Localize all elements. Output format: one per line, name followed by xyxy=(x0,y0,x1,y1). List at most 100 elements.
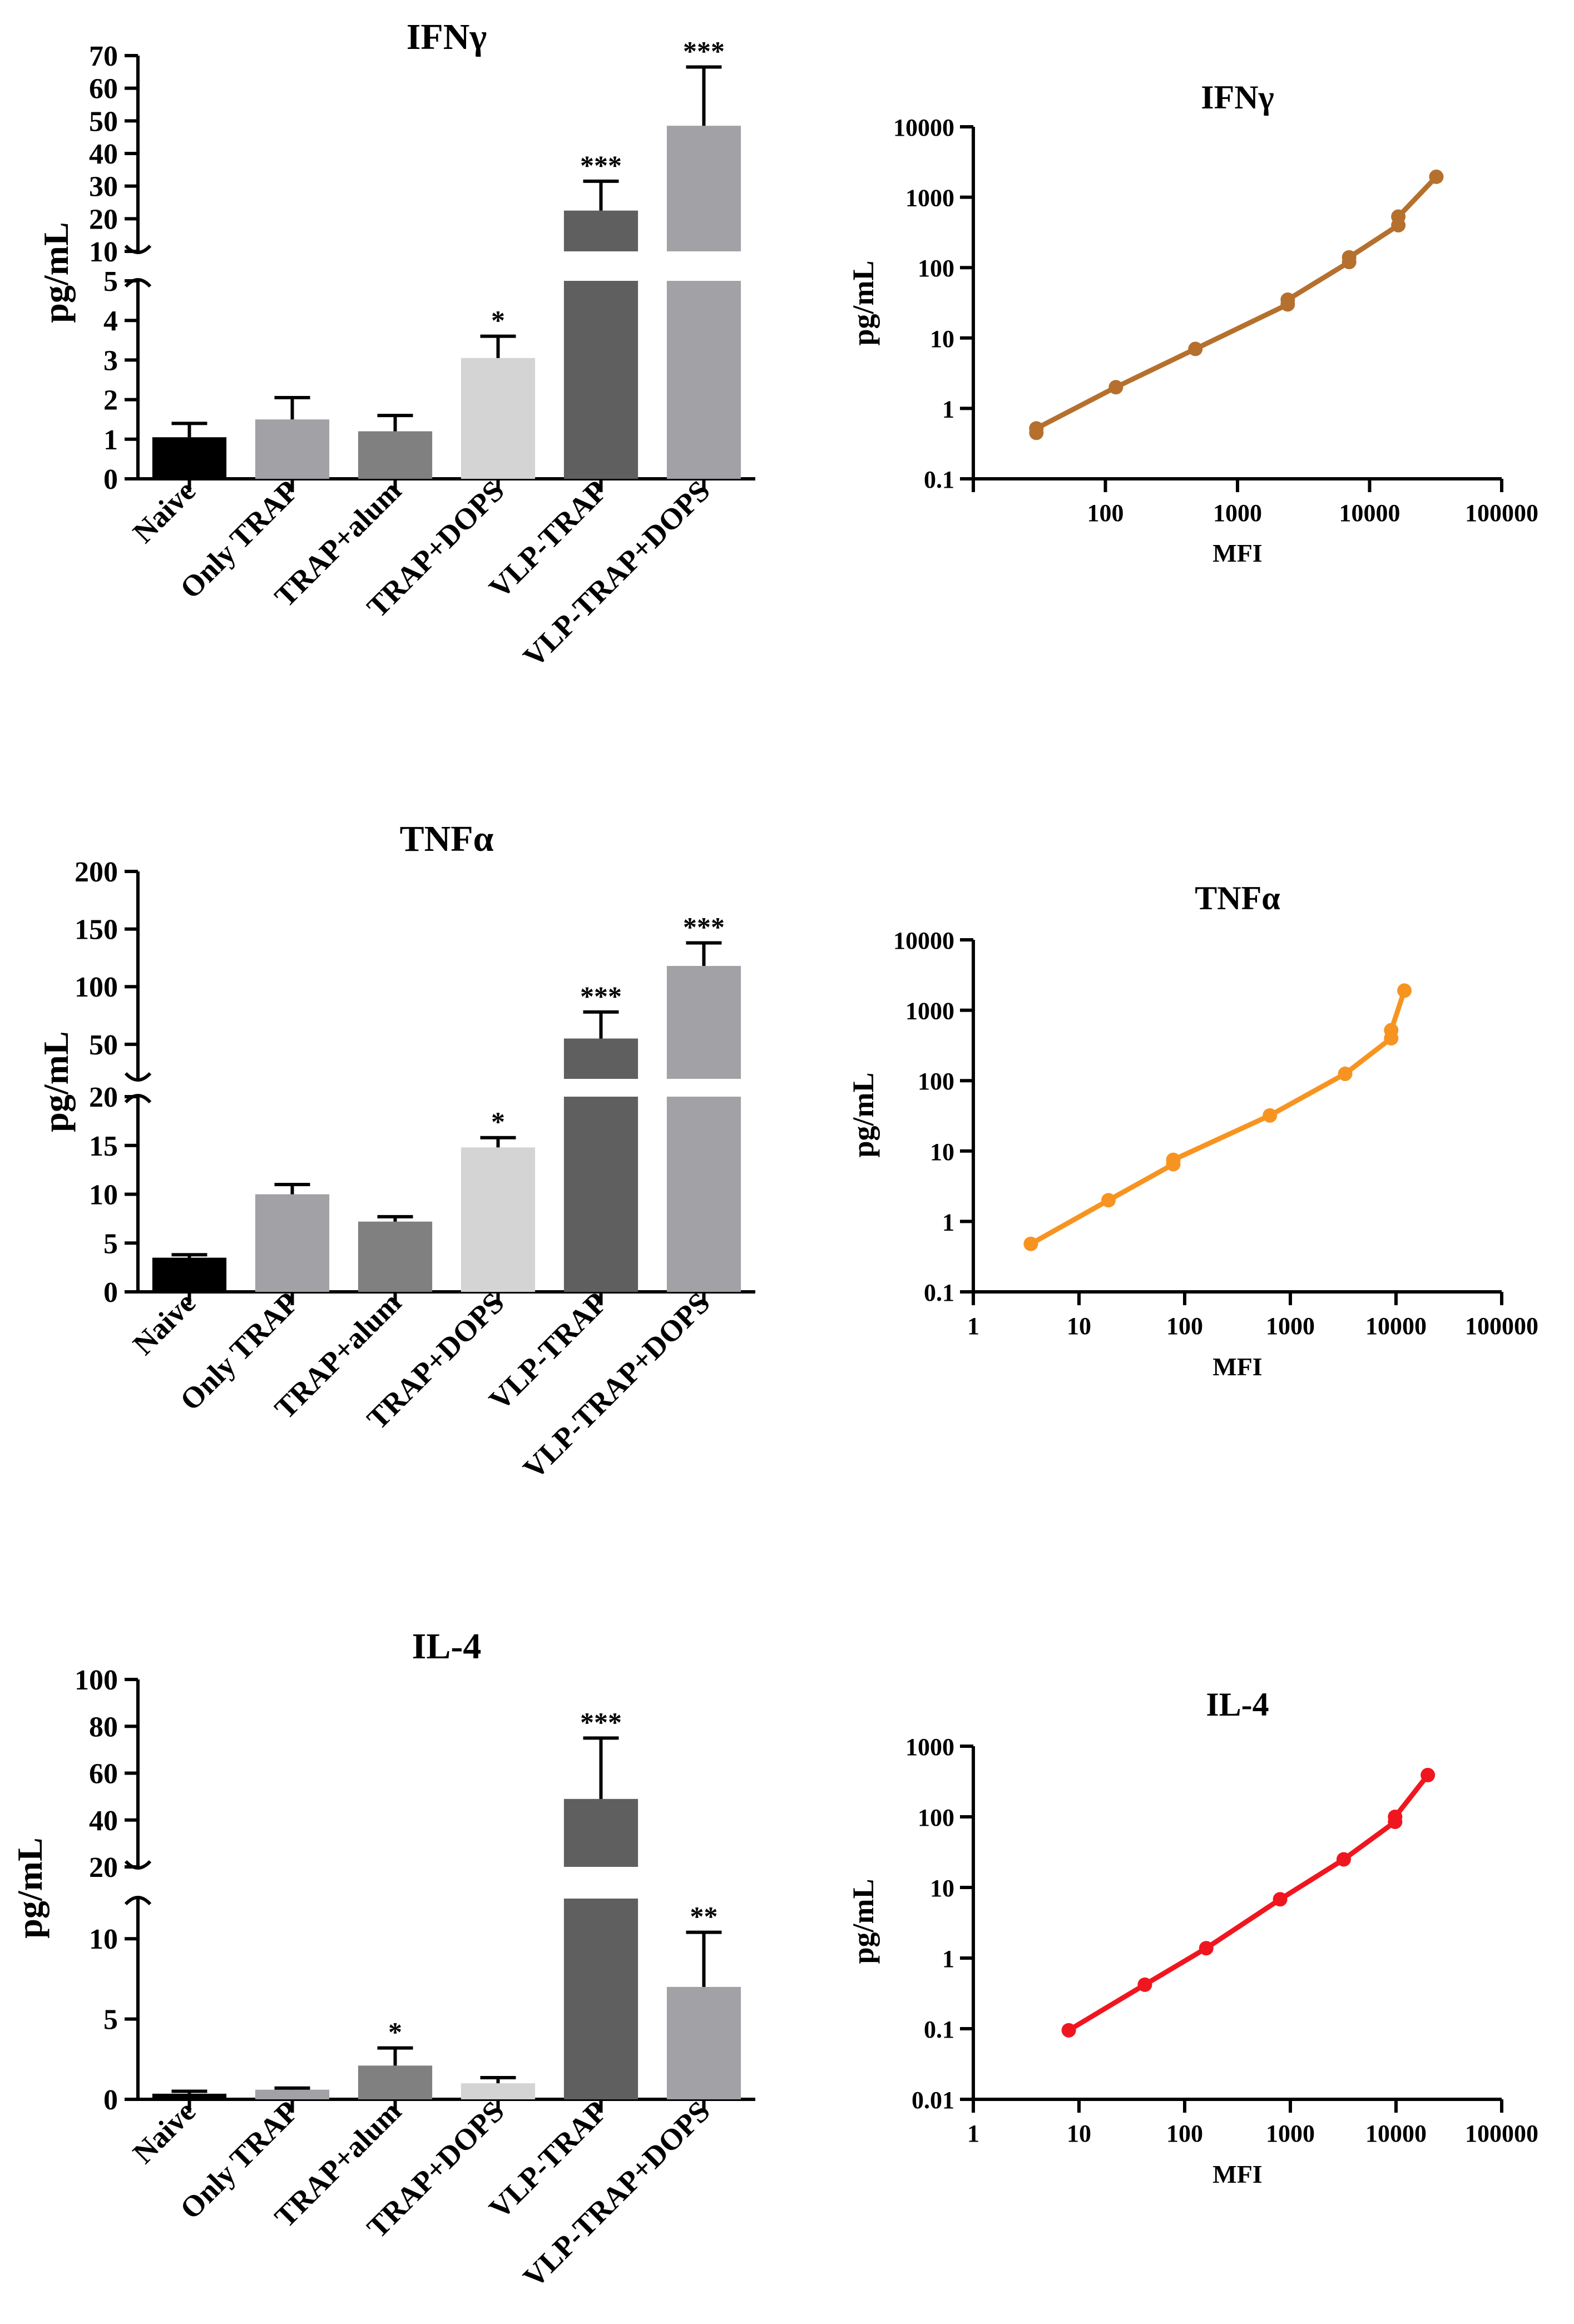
significance-label: * xyxy=(491,305,505,336)
series-line xyxy=(1029,989,1407,1246)
x-axis-label: MFI xyxy=(1212,1352,1262,1381)
x-tick-label: 100000 xyxy=(1465,1312,1538,1340)
y-tick-label: 0.1 xyxy=(924,466,954,493)
x-tick-label: VLP-TRAP+DOPS xyxy=(517,474,716,673)
bar-group xyxy=(255,396,330,479)
y-tick-label: 40 xyxy=(89,138,118,170)
x-axis-label: MFI xyxy=(1212,539,1262,567)
y-tick-label: 200 xyxy=(75,856,118,888)
bar xyxy=(461,358,536,479)
bar xyxy=(666,1986,741,2099)
bar xyxy=(563,1798,638,1867)
bar-group: *** xyxy=(666,36,741,479)
bar-group xyxy=(152,1253,227,1292)
data-point xyxy=(1429,169,1444,184)
y-tick-label: 10 xyxy=(930,1138,954,1166)
y-tick-label: 1 xyxy=(942,1208,954,1236)
y-axis-label: pg/mL xyxy=(36,1031,76,1132)
bar xyxy=(255,2089,330,2099)
bar-group: * xyxy=(461,1106,536,1292)
bar xyxy=(563,210,638,251)
x-axis-label: MFI xyxy=(1212,2160,1262,2188)
chart-title: IFNγ xyxy=(407,17,487,57)
y-tick-label: 150 xyxy=(75,914,118,946)
data-point xyxy=(1273,1892,1288,1907)
data-point xyxy=(1384,1023,1399,1038)
y-tick-label: 100 xyxy=(75,972,118,1003)
bar xyxy=(358,431,433,479)
data-point xyxy=(1023,1236,1038,1251)
y-axis-label: pg/mL xyxy=(10,1837,50,1938)
bar-group xyxy=(152,2089,227,2099)
y-tick-label: 0.1 xyxy=(924,1279,954,1306)
x-tick-label: 100000 xyxy=(1465,499,1538,527)
bar xyxy=(563,1038,638,1079)
bar xyxy=(358,2065,433,2099)
x-tick-label: 10000 xyxy=(1365,2120,1427,2147)
significance-label: ** xyxy=(690,1901,718,1932)
y-tick-label: 50 xyxy=(89,1029,118,1061)
bar-group xyxy=(358,414,433,479)
chart-title: IL-4 xyxy=(412,1626,482,1667)
axis-break-mark xyxy=(124,1072,152,1082)
y-tick-label: 50 xyxy=(89,106,118,137)
chart-title: IL-4 xyxy=(1206,1686,1269,1723)
y-tick-label: 10 xyxy=(930,325,954,353)
x-tick-label: 1 xyxy=(967,1312,979,1340)
significance-label: *** xyxy=(683,36,725,67)
data-point xyxy=(1108,380,1123,395)
x-tick-label: 10 xyxy=(1067,1312,1091,1340)
y-tick-label: 20 xyxy=(89,1852,118,1884)
bar xyxy=(255,1194,330,1292)
x-tick-label: 1000 xyxy=(1266,1312,1315,1340)
significance-label: *** xyxy=(580,1706,622,1737)
x-tick-label: 100 xyxy=(1166,1312,1203,1340)
bar xyxy=(563,281,638,479)
y-tick-label: 1 xyxy=(103,424,118,456)
tnfa-curve-chart: TNFα MFI pg/mL 0.1 1 10 100 1000 10000 1 10 100 1000… xyxy=(847,880,1538,1381)
bar xyxy=(666,281,741,479)
y-tick-label: 10 xyxy=(89,1924,118,1955)
y-tick-label: 70 xyxy=(89,41,118,72)
data-point xyxy=(1391,209,1406,224)
data-point xyxy=(1280,292,1295,307)
chart-title: TNFα xyxy=(400,819,494,859)
data-point xyxy=(1388,1810,1403,1824)
bar xyxy=(461,1147,536,1292)
y-tick-label: 0 xyxy=(103,2084,118,2116)
x-tick-label: 100000 xyxy=(1465,2120,1538,2147)
y-tick-label: 100 xyxy=(918,1068,954,1095)
y-tick-label: 1000 xyxy=(905,185,954,212)
bar-group: * xyxy=(358,2016,433,2099)
x-tick-label: 10 xyxy=(1067,2120,1091,2147)
x-tick-label: VLP-TRAP+DOPS xyxy=(517,2094,716,2294)
x-tick-label: 10000 xyxy=(1365,1312,1427,1340)
y-tick-label: 2 xyxy=(103,385,118,417)
y-tick-label: 0 xyxy=(103,464,118,495)
y-tick-label: 0.1 xyxy=(924,2016,954,2043)
ifng-curve-chart: IFNγ MFI pg/mL 0.1 1 10 100 1000 10000 100 1000 100… xyxy=(847,79,1538,567)
chart-title: IFNγ xyxy=(1201,79,1274,116)
il4-curve-chart: IL-4 MFI pg/mL 0.01 0.1 1 10 100 1000 1 10 100 1000 1… xyxy=(847,1686,1538,2188)
bar-group xyxy=(152,422,227,479)
y-tick-label: 5 xyxy=(103,1228,118,1260)
x-tick-label: 100 xyxy=(1087,499,1124,527)
y-tick-label: 4 xyxy=(103,305,118,337)
bar xyxy=(563,1899,638,2099)
y-tick-label: 30 xyxy=(89,171,118,203)
bar xyxy=(152,437,227,479)
y-axis-label: pg/mL xyxy=(847,260,880,345)
y-tick-label: 1000 xyxy=(905,1733,954,1761)
bar xyxy=(666,965,741,1079)
y-tick-label: 100 xyxy=(918,255,954,282)
significance-label: *** xyxy=(580,980,622,1012)
bar-group: *** xyxy=(563,150,638,479)
bar-group: *** xyxy=(563,1706,638,2099)
data-point xyxy=(1029,421,1044,436)
y-tick-label: 20 xyxy=(89,1082,118,1113)
bar-group xyxy=(461,2076,536,2099)
bar xyxy=(152,2093,227,2099)
bar-group xyxy=(255,2086,330,2099)
data-point xyxy=(1397,983,1412,998)
